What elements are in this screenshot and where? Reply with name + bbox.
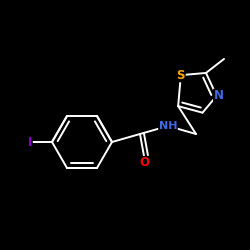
Text: NH: NH <box>159 121 177 131</box>
Text: S: S <box>176 69 185 82</box>
Text: O: O <box>139 156 149 170</box>
Text: I: I <box>28 136 32 148</box>
Text: N: N <box>214 89 224 102</box>
